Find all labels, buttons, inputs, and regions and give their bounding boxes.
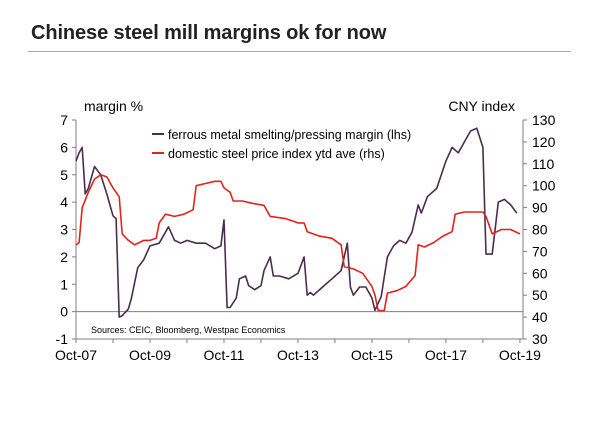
right-tick-label: 110	[532, 156, 555, 172]
right-tick-label: 130	[532, 112, 556, 128]
x-tick-label: Oct-19	[499, 347, 541, 363]
left-tick-label: 0	[60, 304, 68, 320]
right-tick-label: 30	[532, 331, 548, 347]
right-tick-label: 40	[532, 309, 548, 325]
margin-series-line	[75, 127, 518, 318]
left-tick-label: 4	[60, 194, 68, 210]
left-axis-title: margin %	[84, 98, 143, 114]
left-tick-label: 6	[60, 139, 68, 155]
price-series-line	[75, 174, 521, 312]
left-tick-label: 1	[60, 276, 68, 292]
legend-label: domestic steel price index ytd ave (rhs)	[168, 147, 385, 161]
chart-labels: -1 0 1 2 3 4 5 6 7 30 40 50 60 70 80 90 100 110 120 130 Oct-…	[55, 98, 556, 363]
left-tick-label: 7	[60, 112, 68, 128]
left-tick-label: 2	[60, 249, 68, 265]
chart-series-layer	[75, 127, 521, 318]
source-note: Sources: CEIC, Bloomberg, Westpac Econom…	[91, 325, 286, 335]
chart-axes	[72, 119, 527, 343]
x-tick-label: Oct-07	[55, 347, 97, 363]
x-tick-label: Oct-09	[129, 347, 171, 363]
x-tick-label: Oct-11	[203, 347, 244, 363]
legend-label: ferrous metal smelting/pressing margin (…	[168, 128, 411, 142]
right-axis-title: CNY index	[448, 98, 515, 114]
right-tick-label: 60	[532, 265, 548, 281]
x-tick-label: Oct-15	[351, 347, 393, 363]
right-tick-label: 120	[532, 134, 556, 150]
right-tick-label: 80	[532, 222, 548, 238]
right-tick-label: 50	[532, 287, 548, 303]
left-tick-label: 5	[60, 167, 68, 183]
left-tick-label: 3	[60, 222, 68, 238]
title-divider	[28, 51, 571, 52]
x-tick-label: Oct-13	[277, 347, 319, 363]
right-tick-label: 70	[532, 243, 548, 259]
chart-title: Chinese steel mill margins ok for now	[31, 22, 387, 44]
right-tick-label: 100	[532, 178, 556, 194]
left-tick-label: -1	[56, 331, 69, 347]
right-tick-label: 90	[532, 200, 548, 216]
x-tick-label: Oct-17	[425, 347, 467, 363]
